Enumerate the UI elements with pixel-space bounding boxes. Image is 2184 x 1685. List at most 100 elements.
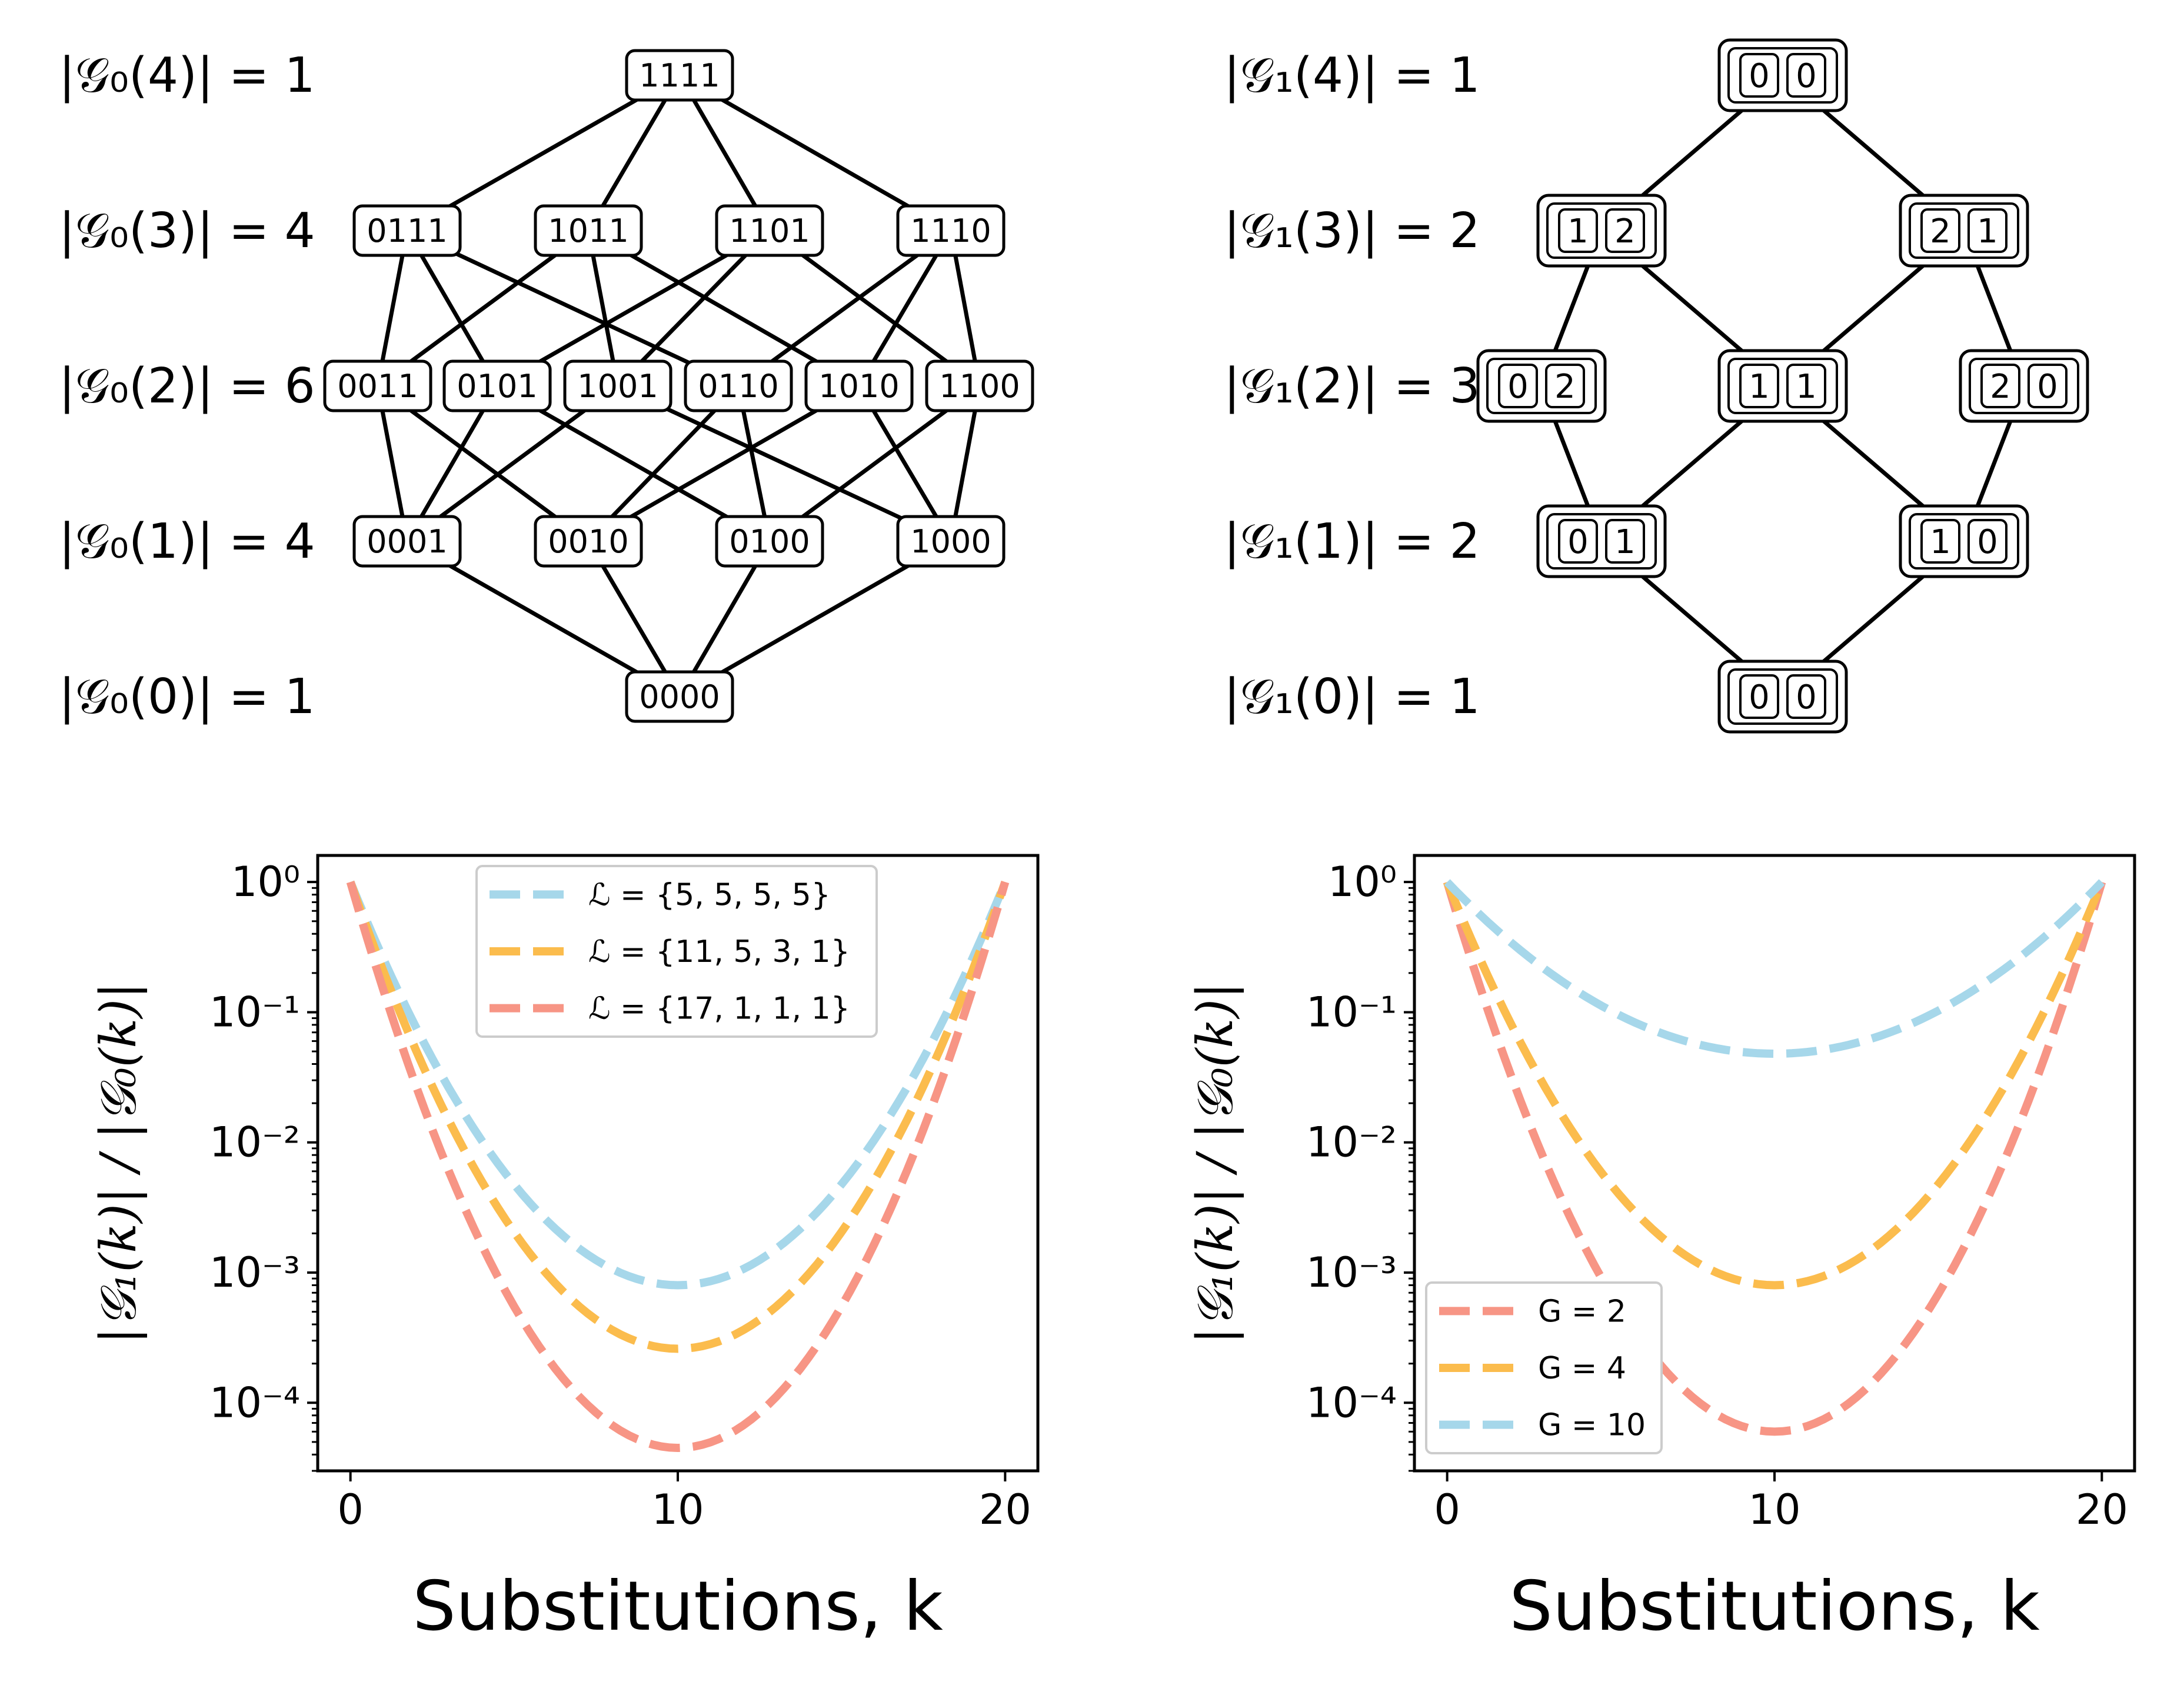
left-ratio-chart: 0 10 20 10⁰ 10⁻¹ 10⁻² 10⁻³ 10⁻⁴ Substitutions, k…: [89, 854, 1040, 1646]
x-axis-label: Substitutions, k: [1509, 1567, 2040, 1646]
node-label: 0111: [367, 212, 447, 249]
graph-node: 0001: [352, 515, 462, 568]
graph-edge: [406, 228, 740, 388]
digit-cell: [1739, 674, 1779, 719]
level-count-label: |𝒢₀(2)| = 6: [59, 358, 315, 414]
level-count-label: |𝒢₁(4)| = 1: [1224, 48, 1480, 104]
series-line: [346, 881, 1010, 1453]
y-tick-label: 10⁻¹: [1306, 988, 1397, 1036]
left-graph-level-labels: |𝒢₀(4)| = 1 |𝒢₀(3)| = 4 |𝒢₀(2)| = 6 |𝒢₀(1)|…: [59, 48, 315, 725]
graph-node: 1110: [896, 204, 1006, 257]
node-label: 1000: [910, 523, 991, 560]
digit-label: 2: [1990, 368, 2011, 406]
node-label: 1011: [548, 212, 628, 249]
x-tick-label: 10: [651, 1486, 704, 1534]
node-label: 1001: [577, 368, 658, 405]
level-count-label: |𝒢₀(1)| = 4: [59, 514, 315, 570]
series-line: [1443, 880, 2106, 1290]
digit-label: 1: [1796, 368, 1817, 406]
digit-cell: [1967, 519, 2007, 564]
graph-node: 1001: [563, 359, 672, 412]
graph-node: 0101: [442, 359, 552, 412]
node-box: [534, 515, 643, 568]
node-box: [804, 359, 914, 412]
right-graph-level-labels: |𝒢₁(4)| = 1 |𝒢₁(3)| = 2 |𝒢₁(2)| = 3 |𝒢₁(1)|…: [1224, 48, 1480, 725]
digit-label: 0: [1796, 678, 1817, 717]
legend-box: [1425, 1281, 1663, 1454]
graph-node: 1000: [896, 515, 1006, 568]
digit-cell: [1558, 208, 1598, 253]
digit-label: 0: [1567, 523, 1589, 561]
y-tick-label: 10⁻⁴: [209, 1378, 300, 1427]
legend-label: ℒ = {5, 5, 5, 5}: [588, 877, 831, 913]
y-tick-label: 10⁻²: [209, 1118, 300, 1167]
legend-label: G = 2: [1538, 1294, 1626, 1329]
node-box: [625, 670, 734, 723]
legend-label: G = 4: [1538, 1351, 1626, 1386]
legend-label: ℒ = {17, 1, 1, 1}: [588, 991, 850, 1027]
digit-label: 1: [1567, 212, 1589, 251]
digit-cell: [1786, 674, 1826, 719]
digit-cell: [1786, 53, 1826, 98]
node-label: 0000: [639, 678, 720, 715]
level-count-label: |𝒢₁(3)| = 2: [1224, 203, 1480, 259]
node-box: [684, 359, 793, 412]
node-label: 0100: [729, 523, 810, 560]
node-box: [323, 359, 432, 412]
graph-edge: [617, 384, 952, 544]
level-count-label: |𝒢₀(3)| = 4: [59, 203, 315, 259]
digit-cell: [1605, 519, 1645, 564]
y-tick-label: 10⁻¹: [209, 988, 300, 1036]
x-tick-label: 0: [1434, 1486, 1460, 1534]
legend-box: [475, 865, 878, 1038]
digit-cell: [1920, 519, 1960, 564]
node-box: [442, 359, 552, 412]
level-count-label: |𝒢₁(2)| = 3: [1224, 358, 1480, 414]
level-count-label: |𝒢₀(0)| = 1: [59, 669, 315, 725]
left-graph-nodes: 1000 1001 1010 1011 1100 1101 1110 1111 0111 0011…: [323, 49, 1034, 723]
node-label: 1101: [729, 212, 810, 249]
digit-label: 0: [1749, 57, 1770, 95]
y-axis-label: |𝒢₁(k)| / |𝒢₀(k)|: [89, 983, 147, 1344]
node-box: [352, 204, 462, 257]
digit-cell: [1967, 208, 2007, 253]
digit-cell: [1786, 364, 1826, 408]
node-label: 0011: [337, 368, 418, 405]
right-ratio-chart: 0 10 20 10⁰ 10⁻¹ 10⁻² 10⁻³ 10⁻⁴ Substitutions, k…: [1186, 854, 2136, 1646]
y-tick-label: 10⁻³: [209, 1248, 300, 1297]
digit-label: 1: [1977, 212, 1998, 251]
series-line: [1444, 879, 2105, 1058]
level-count-label: |𝒢₁(1)| = 2: [1224, 514, 1480, 570]
node-box: [896, 204, 1006, 257]
digit-cell: [1558, 519, 1598, 564]
node-box: [625, 49, 734, 102]
graph-node: 1010: [804, 359, 914, 412]
digit-cell: [1498, 364, 1538, 408]
legend-label: ℒ = {11, 5, 3, 1}: [588, 934, 850, 970]
y-tick-label: 10⁻⁴: [1306, 1378, 1397, 1427]
x-tick-label: 20: [979, 1486, 1031, 1534]
y-tick-label: 10⁰: [231, 858, 300, 906]
y-tick-label: 10⁰: [1328, 858, 1397, 906]
y-tick-label: 10⁻²: [1306, 1118, 1397, 1167]
node-label: 0110: [698, 368, 778, 405]
digit-label: 0: [1507, 368, 1529, 406]
node-box: [352, 515, 462, 568]
digit-label: 0: [1749, 678, 1770, 717]
graph-node: 1101: [715, 204, 824, 257]
node-box: [715, 204, 824, 257]
digit-label: 0: [1796, 57, 1817, 95]
x-tick-label: 10: [1748, 1486, 1800, 1534]
digit-cell: [1739, 53, 1779, 98]
digit-label: 1: [1614, 523, 1636, 561]
digit-cell: [1980, 364, 2020, 408]
digit-cell: [1739, 364, 1779, 408]
graph-node: 0010: [534, 515, 643, 568]
x-tick-label: 0: [337, 1486, 364, 1534]
graph-node: 0011: [323, 359, 432, 412]
graph-node: 1100: [925, 359, 1034, 412]
